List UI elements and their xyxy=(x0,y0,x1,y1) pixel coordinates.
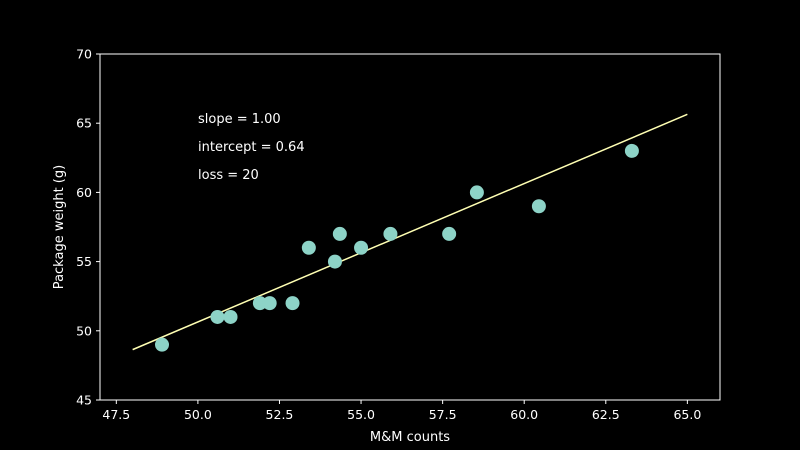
y-tick-label: 55 xyxy=(76,254,92,269)
data-point xyxy=(301,240,316,255)
y-tick-label: 45 xyxy=(76,393,92,408)
data-point xyxy=(327,254,342,269)
y-tick-label: 50 xyxy=(76,323,92,338)
y-tick-label: 60 xyxy=(76,185,92,200)
data-point xyxy=(624,143,639,158)
data-point xyxy=(469,185,484,200)
x-axis: 47.5 50.0 52.5 55.0 57.5 60.0 62.5 65.0 xyxy=(102,400,701,422)
x-tick-label: 57.5 xyxy=(429,407,457,422)
x-axis-label: M&M counts xyxy=(370,430,450,445)
regression-line xyxy=(132,113,688,351)
x-tick-label: 62.5 xyxy=(592,407,620,422)
slope-annotation: slope = 1.00 xyxy=(198,112,281,127)
data-point xyxy=(285,296,300,311)
y-axis-label: Package weight (g) xyxy=(52,165,67,289)
y-tick-label: 70 xyxy=(76,47,92,62)
y-axis: 45 50 55 60 65 70 xyxy=(76,47,100,408)
x-tick-label: 52.5 xyxy=(266,407,294,422)
data-point xyxy=(531,199,546,214)
x-tick-label: 65.0 xyxy=(673,407,701,422)
loss-annotation: loss = 20 xyxy=(198,168,259,183)
x-tick-label: 47.5 xyxy=(102,407,130,422)
x-tick-label: 55.0 xyxy=(347,407,375,422)
data-point xyxy=(383,226,398,241)
data-point xyxy=(442,226,457,241)
data-point xyxy=(262,296,277,311)
data-point xyxy=(354,240,369,255)
data-point xyxy=(210,309,225,324)
y-tick-label: 65 xyxy=(76,116,92,131)
data-point xyxy=(223,309,238,324)
data-point xyxy=(155,337,169,352)
axes-frame xyxy=(99,53,721,401)
intercept-annotation: intercept = 0.64 xyxy=(198,140,305,155)
data-point xyxy=(332,226,347,241)
x-tick-label: 50.0 xyxy=(184,407,212,422)
x-tick-label: 60.0 xyxy=(510,407,538,422)
data-point xyxy=(252,296,267,311)
plot-area xyxy=(132,113,688,352)
